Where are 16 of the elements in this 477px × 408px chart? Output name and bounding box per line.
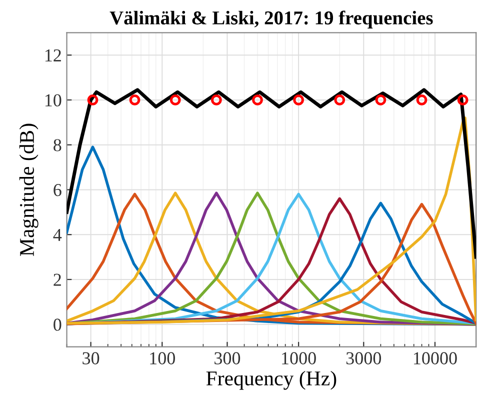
x-tick-label: 3000 [346,352,382,364]
x-tick-label: 10000 [414,352,457,364]
x-tick-label: 100 [150,352,175,364]
y-tick-label: 10 [45,94,62,106]
y-tick-label: 0 [54,318,62,331]
y-tick-label: 4 [53,228,62,241]
y-tick-label: 12 [45,49,61,62]
x-tick-label: 30 [82,352,100,364]
y-tick-label: 6 [54,184,62,196]
chart-title: Välimäki & Liski, 2017: 19 frequencies [110,10,433,28]
x-tick-label: 1000 [282,352,316,364]
x-axis-title: Frequency (Hz) [206,370,336,390]
y-axis-title: Magnitude (dB) [19,124,38,256]
x-tick-label: 300 [214,352,240,364]
y-tick-label: 2 [54,274,61,286]
y-tick-label: 8 [54,139,62,152]
